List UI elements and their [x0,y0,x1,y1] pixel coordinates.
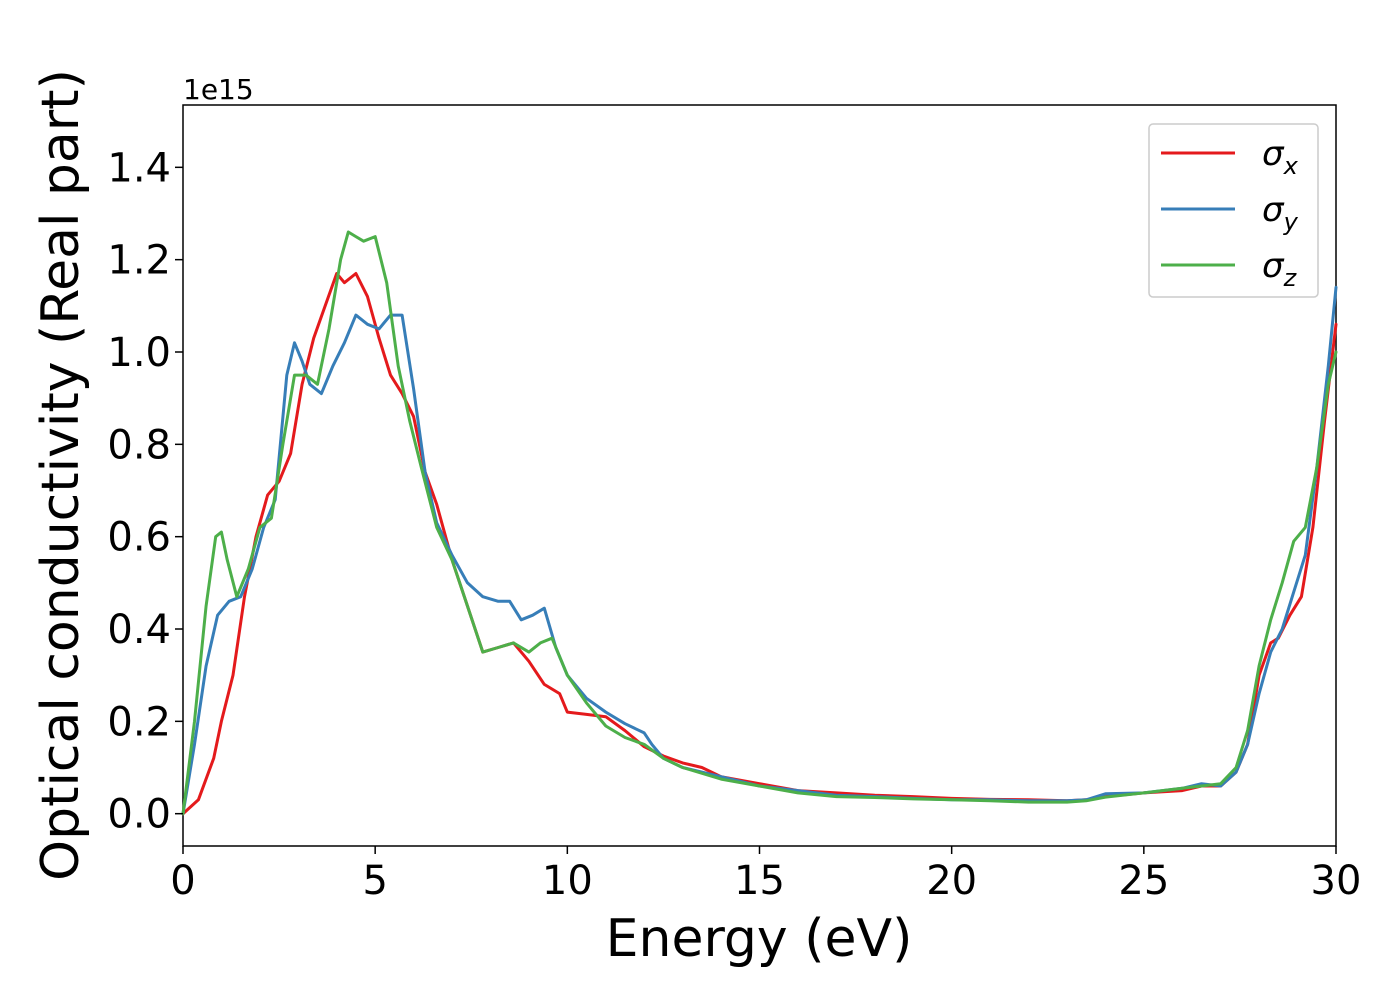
legend-label-subscript: x [1283,152,1299,180]
legend-label-z: σz [1262,246,1298,292]
y-axis-ticks: 0.0 0.2 0.4 0.6 0.8 1.0 1.2 1.4 [107,145,183,838]
y-tick-label: 0.4 [107,607,171,653]
y-tick-label: 1.4 [107,145,171,191]
legend-label-subscript: y [1283,208,1299,236]
y-axis-label: Optical conductivity (Real part) [31,69,91,881]
y-tick-label: 1.2 [107,238,171,284]
x-tick-label: 20 [926,858,977,904]
y-offset-label: 1e15 [183,73,254,106]
legend-label-subscript: z [1283,264,1298,292]
x-tick-label: 30 [1311,858,1362,904]
legend-label-base: σ [1262,134,1285,174]
y-tick-label: 1.0 [107,330,171,376]
series-lines [181,230,1338,816]
series-line-x [181,272,1338,816]
series-line-z [181,230,1338,816]
legend-label-y: σy [1262,190,1299,236]
x-axis-label: Energy (eV) [606,909,913,969]
series-line-y [181,285,1338,816]
x-axis-ticks: 0 5 10 15 20 25 30 [170,846,1361,904]
x-tick-label: 5 [362,858,387,904]
legend-label-base: σ [1262,190,1285,230]
x-tick-label: 15 [734,858,785,904]
legend-label-x: σx [1262,134,1299,180]
x-tick-label: 0 [170,858,195,904]
y-tick-label: 0.6 [107,515,171,561]
x-tick-label: 25 [1118,858,1169,904]
legend-label-base: σ [1262,246,1285,286]
y-tick-label: 0.0 [107,792,171,838]
x-tick-label: 10 [542,858,593,904]
y-tick-label: 0.2 [107,699,171,745]
y-tick-label: 0.8 [107,422,171,468]
